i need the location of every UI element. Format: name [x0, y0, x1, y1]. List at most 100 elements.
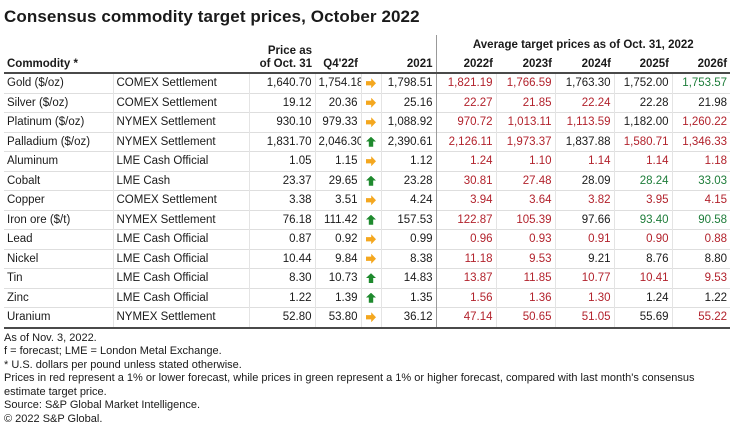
cell-2025f: 0.90	[613, 229, 672, 249]
cell-trend-arrow	[360, 209, 381, 230]
cell-q4-22f: 1.39	[314, 287, 361, 308]
cell-2026f: 1.22	[671, 287, 731, 308]
cell-commodity: Aluminum	[4, 151, 113, 171]
cell-2022f: 2,126.11	[435, 131, 496, 152]
cell-exchange: LME Cash Official	[112, 287, 249, 308]
cell-exchange: LME Cash Official	[112, 268, 249, 288]
cell-2022f: 3.94	[435, 190, 496, 210]
cell-2026f: 4.15	[671, 190, 731, 210]
right-arrow-icon	[366, 97, 376, 108]
cell-trend-arrow	[360, 287, 381, 308]
cell-2022f: 11.18	[435, 248, 496, 269]
cell-2025f: 28.24	[613, 170, 672, 191]
cell-2026f: 8.80	[671, 248, 731, 269]
cell-commodity: Tin	[4, 268, 113, 288]
cell-2022f: 1.24	[435, 151, 496, 171]
cell-2021: 1,798.51	[380, 72, 436, 93]
up-arrow-icon	[366, 136, 376, 147]
cell-trend-arrow	[360, 307, 381, 329]
column-header-2024f: 2024f	[555, 55, 614, 74]
cell-2025f: 8.76	[613, 248, 672, 269]
cell-2024f: 1,113.59	[554, 112, 614, 132]
cell-2022f: 0.96	[435, 229, 496, 249]
cell-q4-22f: 1,754.18	[314, 72, 361, 93]
cell-commodity: Gold ($/oz)	[4, 72, 113, 93]
cell-q4-22f: 29.65	[314, 170, 361, 191]
cell-2025f: 93.40	[613, 209, 672, 230]
cell-q4-22f: 20.36	[314, 92, 361, 113]
table-row: Uranium NYMEX Settlement 52.80 53.80 36.…	[4, 307, 731, 329]
column-header-trend	[361, 35, 381, 74]
cell-2024f: 1,763.30	[554, 72, 614, 93]
cell-2022f: 1,821.19	[435, 72, 496, 93]
right-arrow-icon	[366, 253, 376, 264]
cell-price-oct31: 3.38	[248, 190, 315, 210]
cell-2021: 4.24	[380, 190, 436, 210]
cell-exchange: LME Cash Official	[112, 248, 249, 269]
page-title: Consensus commodity target prices, Octob…	[4, 7, 420, 26]
cell-2021: 0.99	[380, 229, 436, 249]
cell-exchange: NYMEX Settlement	[112, 112, 249, 132]
cell-2023f: 1.36	[495, 287, 555, 308]
cell-commodity: Lead	[4, 229, 113, 249]
cell-2026f: 9.53	[671, 268, 731, 288]
cell-price-oct31: 52.80	[248, 307, 315, 329]
cell-2022f: 122.87	[435, 209, 496, 230]
table-row: Silver ($/oz) COMEX Settlement 19.12 20.…	[4, 92, 731, 113]
cell-commodity: Cobalt	[4, 170, 113, 191]
cell-trend-arrow	[360, 92, 381, 113]
cell-2022f: 13.87	[435, 268, 496, 288]
table-row: Tin LME Cash Official 8.30 10.73 14.83 1…	[4, 268, 731, 288]
cell-commodity: Silver ($/oz)	[4, 92, 113, 113]
cell-exchange: LME Cash	[112, 170, 249, 191]
cell-q4-22f: 111.42	[314, 209, 361, 230]
cell-exchange: LME Cash Official	[112, 229, 249, 249]
group-header-average-targets: Average target prices as of Oct. 31, 202…	[435, 35, 731, 55]
cell-2023f: 9.53	[495, 248, 555, 269]
cell-2023f: 105.39	[495, 209, 555, 230]
table-row: Nickel LME Cash Official 10.44 9.84 8.38…	[4, 248, 731, 269]
cell-2023f: 27.48	[495, 170, 555, 191]
right-arrow-icon	[366, 312, 376, 323]
cell-2021: 14.83	[380, 268, 436, 288]
cell-2023f: 1,973.37	[495, 131, 555, 152]
cell-2025f: 1,580.71	[613, 131, 672, 152]
cell-price-oct31: 76.18	[248, 209, 315, 230]
cell-exchange: COMEX Settlement	[112, 190, 249, 210]
cell-2022f: 1.56	[435, 287, 496, 308]
cell-2026f: 55.22	[671, 307, 731, 329]
right-arrow-icon	[366, 156, 376, 167]
footnote-units: * U.S. dollars per pound unless stated o…	[4, 358, 242, 371]
footnote-color-legend: Prices in red represent a 1% or lower fo…	[4, 372, 695, 398]
cell-trend-arrow	[360, 131, 381, 152]
cell-price-oct31: 1.22	[248, 287, 315, 308]
cell-q4-22f: 0.92	[314, 229, 361, 249]
cell-2024f: 22.24	[554, 92, 614, 113]
cell-2024f: 28.09	[554, 170, 614, 191]
cell-price-oct31: 1,831.70	[248, 131, 315, 152]
cell-2021: 1.35	[380, 287, 436, 308]
cell-trend-arrow	[360, 112, 381, 132]
footnote-source: Source: S&P Global Market Intelligence.	[4, 399, 201, 412]
up-arrow-icon	[366, 273, 376, 284]
cell-commodity: Iron ore ($/t)	[4, 209, 113, 230]
footnote-abbreviations: f = forecast; LME = London Metal Exchang…	[4, 345, 222, 358]
cell-2021: 36.12	[380, 307, 436, 329]
cell-2023f: 0.93	[495, 229, 555, 249]
right-arrow-icon	[366, 195, 376, 206]
cell-commodity: Palladium ($/oz)	[4, 131, 113, 152]
table-row: Aluminum LME Cash Official 1.05 1.15 1.1…	[4, 151, 731, 171]
column-header-2025f: 2025f	[614, 55, 672, 74]
cell-2023f: 1,013.11	[495, 112, 555, 132]
footnote-copyright: © 2022 S&P Global.	[4, 413, 103, 424]
cell-trend-arrow	[360, 190, 381, 210]
cell-2025f: 1,182.00	[613, 112, 672, 132]
cell-price-oct31: 1,640.70	[248, 72, 315, 93]
cell-2021: 1,088.92	[380, 112, 436, 132]
cell-2024f: 1.14	[554, 151, 614, 171]
cell-2023f: 50.65	[495, 307, 555, 329]
cell-q4-22f: 3.51	[314, 190, 361, 210]
cell-2022f: 970.72	[435, 112, 496, 132]
cell-trend-arrow	[360, 170, 381, 191]
cell-q4-22f: 1.15	[314, 151, 361, 171]
